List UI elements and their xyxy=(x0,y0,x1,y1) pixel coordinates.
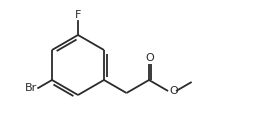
Text: O: O xyxy=(146,53,155,63)
Text: Br: Br xyxy=(25,83,37,93)
Text: O: O xyxy=(169,86,178,96)
Text: F: F xyxy=(75,10,81,20)
